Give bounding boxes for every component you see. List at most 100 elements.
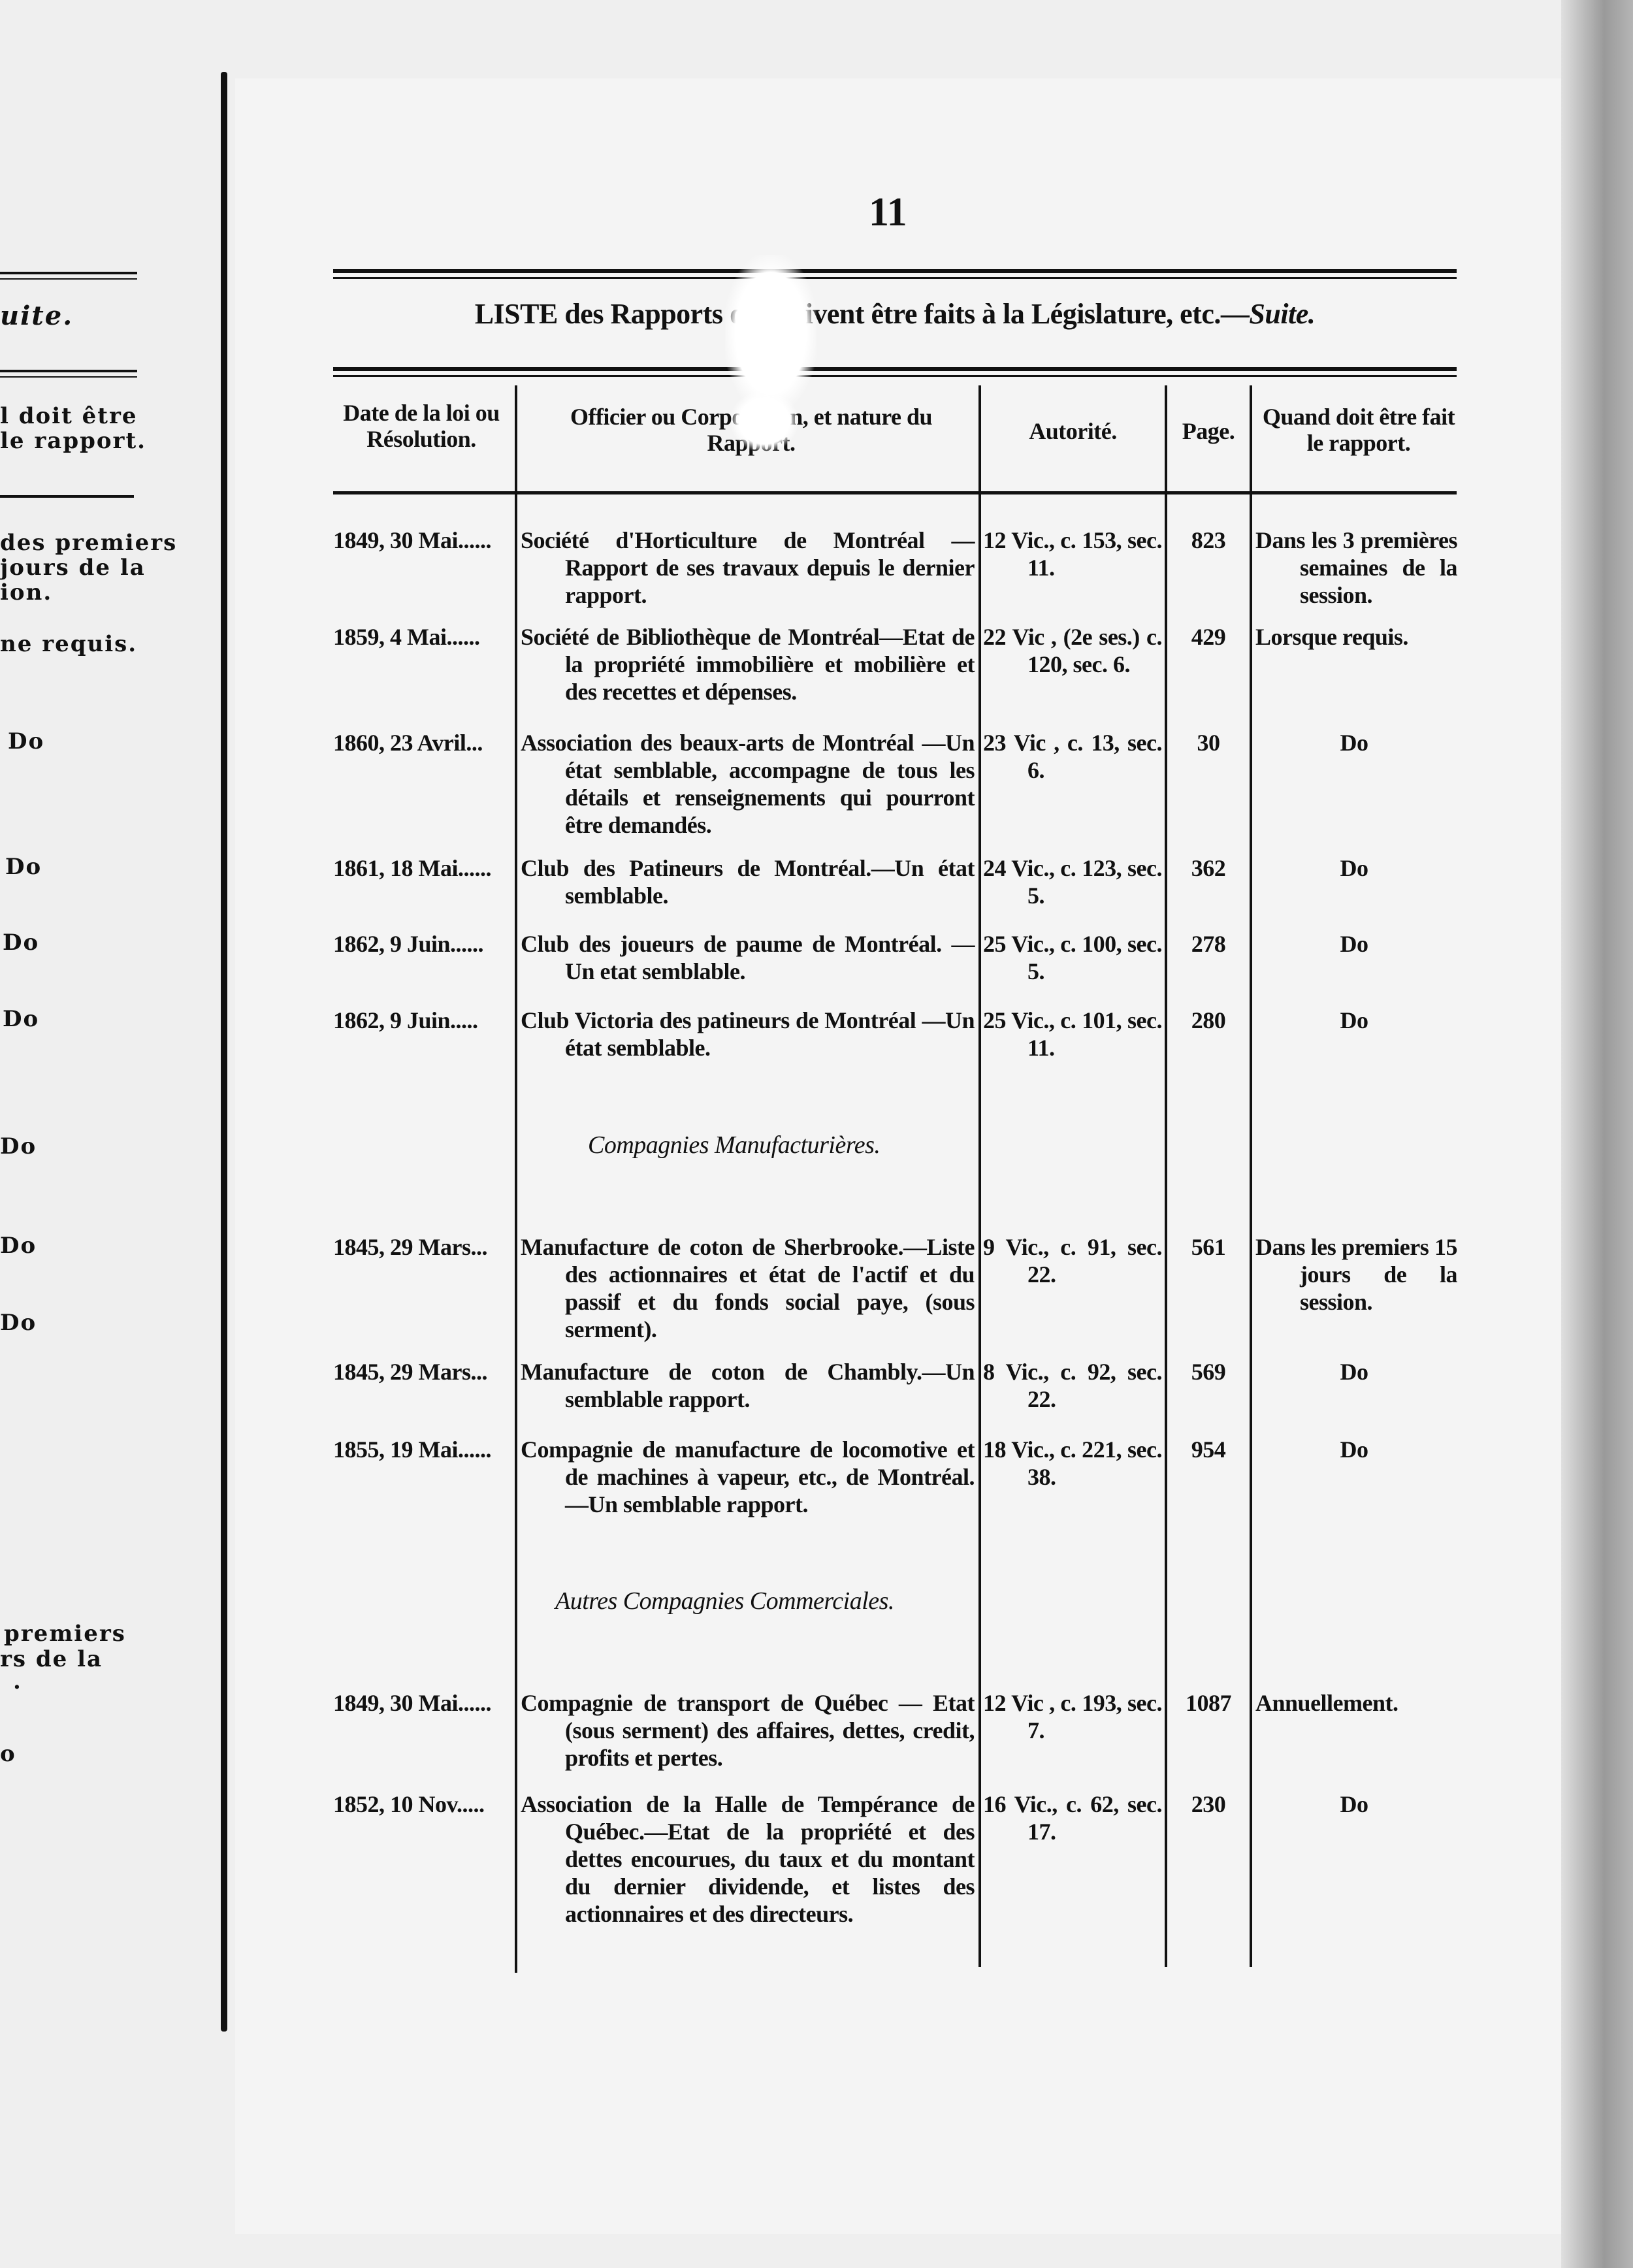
title-rule: [333, 367, 1457, 371]
row-page: 1087: [1186, 1690, 1232, 1716]
section-heading: Compagnies Manufacturières.: [588, 1131, 881, 1159]
row-description: Compagnie de transport de Québec — Etat …: [521, 1690, 975, 1771]
row-description: Club des joueurs de paume de Montréal. —…: [521, 931, 975, 984]
row-when: Dans les 3 premières semaines de la sess…: [1255, 527, 1458, 608]
row-when: Do: [1340, 1791, 1369, 1817]
section-heading: Autres Compagnies Commerciales.: [555, 1587, 894, 1615]
table-row: 1849, 30 Mai...... Compagnie de transport…: [333, 1689, 1460, 1790]
top-rule-thin: [333, 277, 1457, 279]
left-header-rule: [0, 495, 134, 498]
row-date: 1849, 30 Mai......: [333, 1690, 491, 1716]
table-row: 1852, 10 Nov..... Association de la Halle…: [333, 1790, 1460, 1928]
left-page-text: ne requis.: [0, 631, 138, 657]
row-when: Dans les premiers 15 jours de la session…: [1255, 1234, 1458, 1315]
row-page: 230: [1191, 1791, 1226, 1817]
row-page: 561: [1191, 1234, 1226, 1260]
row-page: 954: [1191, 1436, 1226, 1463]
left-page-text: premiers: [4, 1621, 126, 1647]
row-date: 1860, 23 Avril...: [333, 730, 483, 756]
left-top-rule: [0, 278, 137, 280]
row-page: 30: [1197, 730, 1221, 756]
page-number: 11: [869, 190, 907, 235]
row-authority: 24 Vic., c. 123, sec. 5.: [983, 855, 1163, 909]
header-when: Quand doit être fait le rapport.: [1262, 404, 1455, 456]
left-page-text: .: [13, 1668, 22, 1694]
book-gutter: [221, 72, 227, 2032]
top-rule: [333, 269, 1457, 273]
row-page: 429: [1191, 624, 1226, 650]
title-suite: Suite.: [1249, 298, 1316, 330]
row-date: 1861, 18 Mai......: [333, 855, 491, 881]
section-row: Compagnies Manufacturières.: [333, 1131, 1460, 1233]
row-description: Club Victoria des patineurs de Montréal …: [521, 1007, 975, 1061]
left-header-line: le rapport.: [0, 428, 147, 454]
table-row: 1845, 29 Mars... Manufacture de coton de …: [333, 1358, 1460, 1436]
scan-edge-shadow: [1561, 0, 1633, 2268]
row-description: Société d'Horticulture de Montréal — Rap…: [521, 527, 975, 608]
row-when: Do: [1340, 1007, 1369, 1033]
left-page-text: Do: [0, 1310, 37, 1336]
row-authority: 22 Vic , (2e ses.) c. 120, sec. 6.: [983, 624, 1163, 677]
row-date: 1862, 9 Juin......: [333, 931, 484, 957]
column-divider: [1250, 385, 1252, 1967]
row-when: Do: [1340, 1436, 1369, 1463]
row-authority: 16 Vic., c. 62, sec. 17.: [983, 1791, 1163, 1845]
row-description: Association des beaux-arts de Montréal —…: [521, 730, 975, 838]
row-authority: 12 Vic , c. 193, sec. 7.: [983, 1690, 1163, 1743]
row-page: 823: [1191, 527, 1226, 553]
row-description: Compagnie de manufacture de locomotive e…: [521, 1436, 975, 1517]
table-row: 1860, 23 Avril... Association des beaux-a…: [333, 729, 1460, 854]
table-row: 1862, 9 Juin..... Club Victoria des patin…: [333, 1007, 1460, 1131]
row-page: 569: [1191, 1359, 1226, 1385]
row-date: 1845, 29 Mars...: [333, 1359, 487, 1385]
row-authority: 12 Vic., c. 153, sec. 11.: [983, 527, 1163, 581]
column-divider: [978, 385, 981, 1967]
row-description: Société de Bibliothèque de Montréal—Etat…: [521, 624, 975, 705]
row-authority: 18 Vic., c. 221, sec. 38.: [983, 1436, 1163, 1490]
row-date: 1845, 29 Mars...: [333, 1234, 487, 1260]
page-title: LISTE des Rapports qui doivent être fait…: [333, 297, 1457, 331]
table-row: 1862, 9 Juin...... Club des joueurs de pa…: [333, 930, 1460, 1007]
row-authority: 9 Vic., c. 91, sec. 22.: [983, 1234, 1163, 1288]
left-page-text: Do: [5, 854, 42, 880]
table-row: 1845, 29 Mars... Manufacture de coton de …: [333, 1233, 1460, 1358]
left-rule: [0, 370, 137, 372]
row-date: 1852, 10 Nov.....: [333, 1791, 485, 1817]
row-page: 362: [1191, 855, 1226, 881]
left-page-text: rs de la: [0, 1646, 103, 1672]
row-date: 1862, 9 Juin.....: [333, 1007, 478, 1033]
row-description: Club des Patineurs de Montréal.—Un état …: [521, 855, 975, 909]
row-description: Manufacture de coton de Sherbrooke.—List…: [521, 1234, 975, 1342]
row-authority: 8 Vic., c. 92, sec. 22.: [983, 1359, 1163, 1412]
row-date: 1855, 19 Mai......: [333, 1436, 491, 1463]
row-when: Do: [1340, 1359, 1369, 1385]
row-description: Association de la Halle de Tempérance de…: [521, 1791, 975, 1927]
left-page-text: Do: [0, 1133, 37, 1159]
table-row: 1849, 30 Mai...... Société d'Horticulture…: [333, 526, 1460, 623]
left-page-text: ion.: [0, 579, 53, 606]
header-date: Date de la loi ou Résolution.: [343, 400, 500, 452]
left-header-line: l doit être: [0, 403, 138, 429]
row-page: 280: [1191, 1007, 1226, 1033]
row-when: Do: [1340, 730, 1369, 756]
row-authority: 25 Vic., c. 101, sec. 11.: [983, 1007, 1163, 1061]
left-page-text: Do: [3, 1006, 40, 1032]
left-page-text: Do: [3, 930, 40, 956]
row-when: Lorsque requis.: [1255, 624, 1408, 650]
table-row: 1859, 4 Mai...... Société de Bibliothèque…: [333, 623, 1460, 729]
left-page-text: Do: [8, 728, 45, 754]
title-main: LISTE des Rapports qui doivent être fait…: [474, 298, 1250, 330]
left-page-text: des premiers: [0, 530, 178, 556]
table-row: 1855, 19 Mai...... Compagnie de manufactu…: [333, 1436, 1460, 1587]
row-date: 1849, 30 Mai......: [333, 527, 491, 553]
scan-blemish: [725, 255, 816, 412]
scan-blemish: [732, 392, 797, 451]
row-authority: 25 Vic., c. 100, sec. 5.: [983, 931, 1163, 984]
row-page: 278: [1191, 931, 1226, 957]
table-body: 1849, 30 Mai...... Société d'Horticulture…: [333, 526, 1460, 1928]
section-row: Autres Compagnies Commerciales.: [333, 1587, 1460, 1689]
left-page-text: o: [0, 1741, 16, 1767]
left-top-rule: [0, 272, 137, 274]
table-row: 1861, 18 Mai...... Club des Patineurs de …: [333, 854, 1460, 930]
row-date: 1859, 4 Mai......: [333, 624, 480, 650]
